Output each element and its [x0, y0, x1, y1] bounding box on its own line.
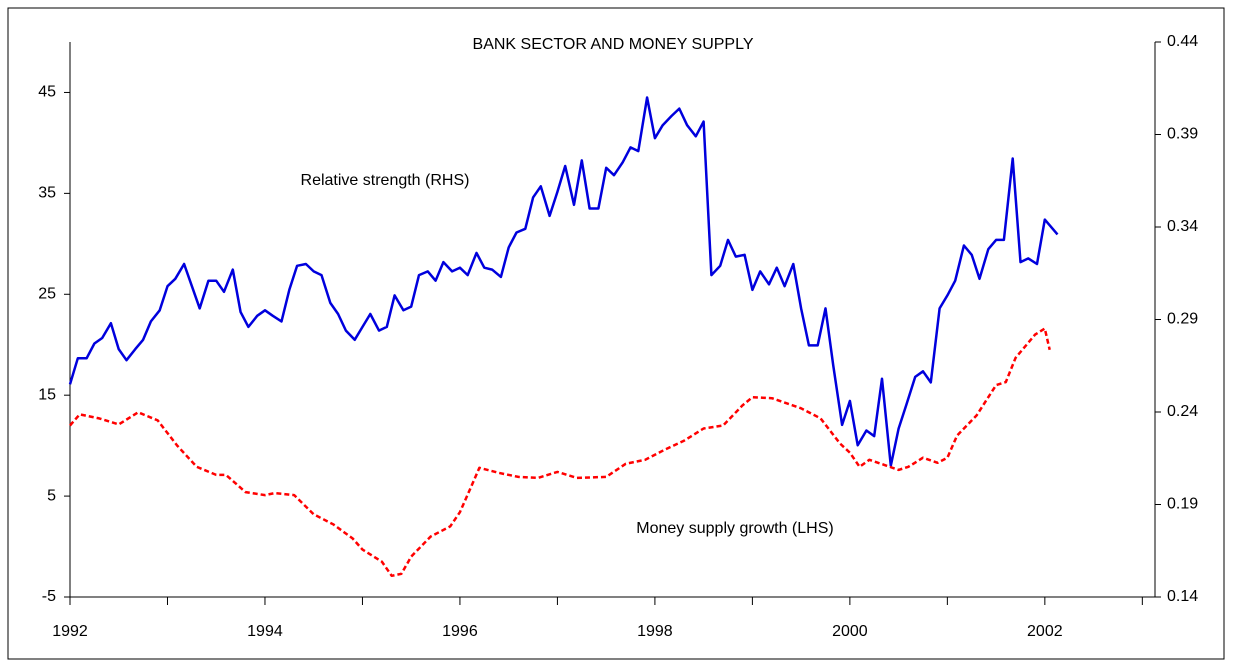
- x-tick-label: 2000: [832, 623, 868, 640]
- y2-tick-label: 0.29: [1167, 311, 1198, 328]
- x-tick-label: 1994: [247, 623, 283, 640]
- y2-tick-label: 0.39: [1167, 126, 1198, 143]
- series-line: [68, 96, 1059, 467]
- y2-tick-label: 0.34: [1167, 218, 1198, 235]
- chart-frame: [7, 7, 1225, 660]
- series-label: Relative strength (RHS): [301, 172, 470, 189]
- y2-tick-label: 0.19: [1167, 496, 1198, 513]
- x-tick-label: 1998: [637, 623, 673, 640]
- y-tick-label: 35: [38, 185, 56, 202]
- y-tick-label: -5: [42, 588, 56, 605]
- chart-title: BANK SECTOR AND MONEY SUPPLY: [473, 36, 754, 53]
- y-tick-label: 25: [38, 285, 56, 302]
- y2-tick-label: 0.24: [1167, 403, 1198, 420]
- series-label: Money supply growth (LHS): [636, 520, 833, 537]
- x-tick-label: 2002: [1027, 623, 1063, 640]
- y-tick-label: 5: [47, 487, 56, 504]
- y2-tick-label: 0.14: [1167, 588, 1198, 605]
- x-tick-label: 1996: [442, 623, 478, 640]
- y-tick-label: 45: [38, 84, 56, 101]
- series-line: [69, 327, 1051, 578]
- x-tick-label: 1992: [52, 623, 88, 640]
- y2-tick-label: 0.44: [1167, 33, 1198, 50]
- y-tick-label: 15: [38, 386, 56, 403]
